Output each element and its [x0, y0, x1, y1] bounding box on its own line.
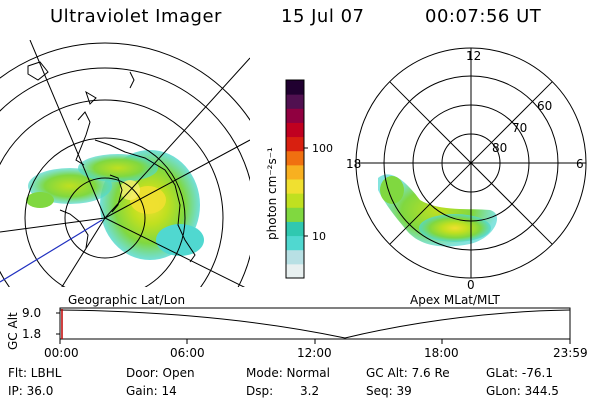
seq-label: Seq: 39 — [366, 384, 412, 398]
dsp-label: Dsp: — [246, 384, 274, 398]
mlat-70-label: 70 — [512, 121, 527, 135]
geographic-grid — [0, 40, 250, 287]
colorbar-segment — [286, 235, 304, 251]
colorbar-segment — [286, 150, 304, 166]
gc-alt-label: GC Alt: 7.6 Re — [366, 366, 450, 380]
mode-label: Mode: Normal — [246, 366, 330, 380]
colorbar-segment — [286, 80, 304, 95]
apex-caption: Apex MLat/MLT — [410, 293, 500, 307]
glon-label: GLon: 344.5 — [486, 384, 559, 398]
colorbar-unit-label: photon cm⁻²s⁻¹ — [265, 147, 279, 240]
colorbar-segment — [286, 164, 304, 180]
colorbar-segment — [286, 263, 304, 279]
date-label: 15 Jul 07 — [281, 6, 365, 27]
dsp-value: 3.2 — [300, 384, 320, 398]
altitude-plot — [56, 307, 571, 344]
time-label: 00:07:56 UT — [425, 6, 542, 27]
colorbar-label-10: 10 — [312, 230, 326, 243]
mlt-12-label: 12 — [466, 49, 481, 63]
mlat-80-label: 80 — [492, 141, 507, 155]
door-label: Door: Open — [126, 366, 195, 380]
gain-label: Gain: 14 — [126, 384, 177, 398]
apex-grid — [355, 47, 587, 279]
mlt-0-label: 0 — [467, 278, 475, 292]
mlat-60-label: 60 — [537, 99, 552, 113]
apex-map: 12 18 6 0 60 70 80 — [346, 47, 587, 292]
altitude-ylabel: GC Alt — [6, 312, 20, 350]
colorbar-segment — [286, 249, 304, 265]
colorbar-label-100: 100 — [312, 142, 333, 155]
terminator-line — [0, 219, 103, 283]
colorbar-segment — [286, 221, 304, 237]
x-tick-1800: 18:00 — [424, 346, 459, 360]
colorbar-frame — [285, 79, 305, 279]
mlt-18-label: 18 — [346, 157, 361, 171]
colorbar-segment — [286, 136, 304, 152]
altitude-curve — [59, 309, 571, 339]
x-tick-0600: 06:00 — [170, 346, 205, 360]
ip-label: IP: 36.0 — [8, 384, 54, 398]
geographic-map — [0, 40, 250, 287]
colorbar-segment — [286, 207, 304, 222]
x-tick-1200: 12:00 — [297, 346, 332, 360]
colorbar-segment — [286, 179, 304, 194]
instrument-title: Ultraviolet Imager — [50, 6, 222, 27]
geographic-caption: Geographic Lat/Lon — [68, 293, 185, 307]
colorbar-segment — [286, 108, 304, 123]
altitude-y-top: 9.0 — [22, 306, 42, 320]
colorbar — [286, 80, 304, 279]
left-aurora-oval — [26, 150, 204, 260]
filter-label: Flt: LBHL — [8, 366, 62, 380]
colorbar-segment — [286, 122, 304, 138]
altitude-y-bottom: 1.8 — [22, 327, 42, 341]
x-tick-2359: 23:59 — [553, 346, 588, 360]
coastlines — [27, 61, 196, 263]
colorbar-segment — [286, 94, 304, 109]
x-tick-0000: 00:00 — [44, 346, 79, 360]
mlt-6-label: 6 — [576, 157, 584, 171]
glat-label: GLat: -76.1 — [486, 366, 553, 380]
colorbar-segment — [286, 193, 304, 208]
